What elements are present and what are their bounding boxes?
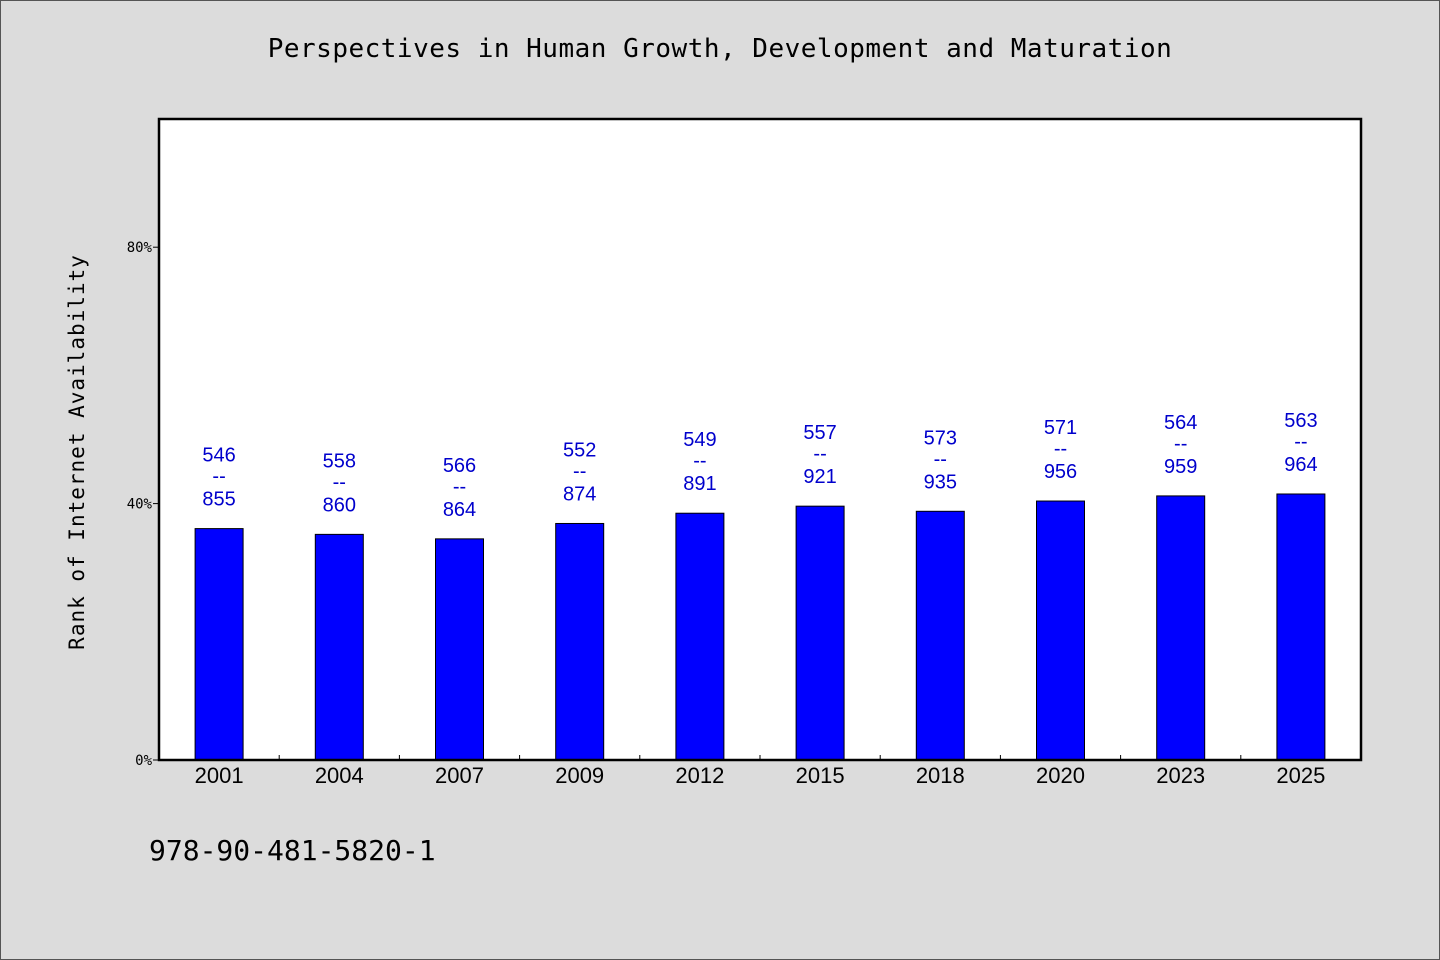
bar: [314, 533, 364, 761]
data-label-separator: --: [212, 466, 225, 488]
data-label-bottom: 921: [803, 466, 836, 488]
bar: [795, 505, 845, 761]
data-label-separator: --: [1174, 433, 1187, 455]
bar: [1036, 500, 1085, 761]
data-label-separator: --: [333, 471, 346, 493]
data-label-separator: --: [1294, 431, 1307, 453]
x-tick-label: 2025: [1276, 763, 1325, 788]
data-label-separator: --: [1054, 438, 1067, 460]
data-label-bottom: 891: [683, 473, 716, 495]
y-tick-label: 0%: [135, 753, 152, 769]
data-label-top: 573: [924, 427, 957, 449]
data-label-top: 571: [1044, 417, 1077, 439]
data-label-top: 549: [683, 429, 716, 451]
y-tick-label: 40%: [127, 497, 153, 513]
bar: [435, 538, 484, 761]
bar: [555, 522, 605, 761]
data-label-separator: --: [813, 443, 826, 465]
plot-border: [157, 117, 1363, 762]
x-tick-label: 2004: [315, 763, 364, 788]
data-label-separator: --: [934, 448, 947, 470]
bar: [915, 510, 965, 761]
data-label-bottom: 860: [323, 494, 356, 516]
x-tick-label: 2015: [796, 763, 845, 788]
x-tick-label: 2018: [916, 763, 965, 788]
x-tick-label: 2023: [1156, 763, 1205, 788]
data-label-bottom: 956: [1044, 461, 1077, 483]
data-label-separator: --: [453, 476, 466, 498]
x-tick-label: 2020: [1036, 763, 1085, 788]
data-label-top: 564: [1164, 412, 1197, 434]
data-label-bottom: 864: [443, 499, 476, 521]
x-tick-label: 2001: [195, 763, 244, 788]
data-label-bottom: 964: [1284, 454, 1317, 476]
data-label-top: 557: [803, 422, 836, 444]
chart-title: Perspectives in Human Growth, Developmen…: [267, 34, 1173, 64]
data-label-bottom: 935: [924, 471, 957, 493]
data-label-top: 552: [563, 439, 596, 461]
data-label-top: 566: [443, 455, 476, 477]
x-tick-label: 2009: [555, 763, 604, 788]
data-label-separator: --: [573, 460, 586, 482]
data-label-bottom: 855: [202, 489, 235, 511]
y-tick-label: 80%: [127, 240, 153, 256]
bar: [675, 512, 725, 761]
data-label-separator: --: [693, 450, 706, 472]
bar: [194, 528, 244, 761]
bar: [1276, 493, 1326, 761]
x-tick-label: 2007: [435, 763, 484, 788]
isbn-text: 978-90-481-5820-1: [149, 834, 436, 867]
data-label-top: 558: [323, 450, 356, 472]
bar: [1156, 495, 1206, 761]
data-label-bottom: 959: [1164, 456, 1197, 478]
data-label-top: 546: [202, 445, 235, 467]
data-label-top: 563: [1284, 410, 1317, 432]
data-label-bottom: 874: [563, 483, 596, 505]
x-tick-label: 2012: [675, 763, 724, 788]
